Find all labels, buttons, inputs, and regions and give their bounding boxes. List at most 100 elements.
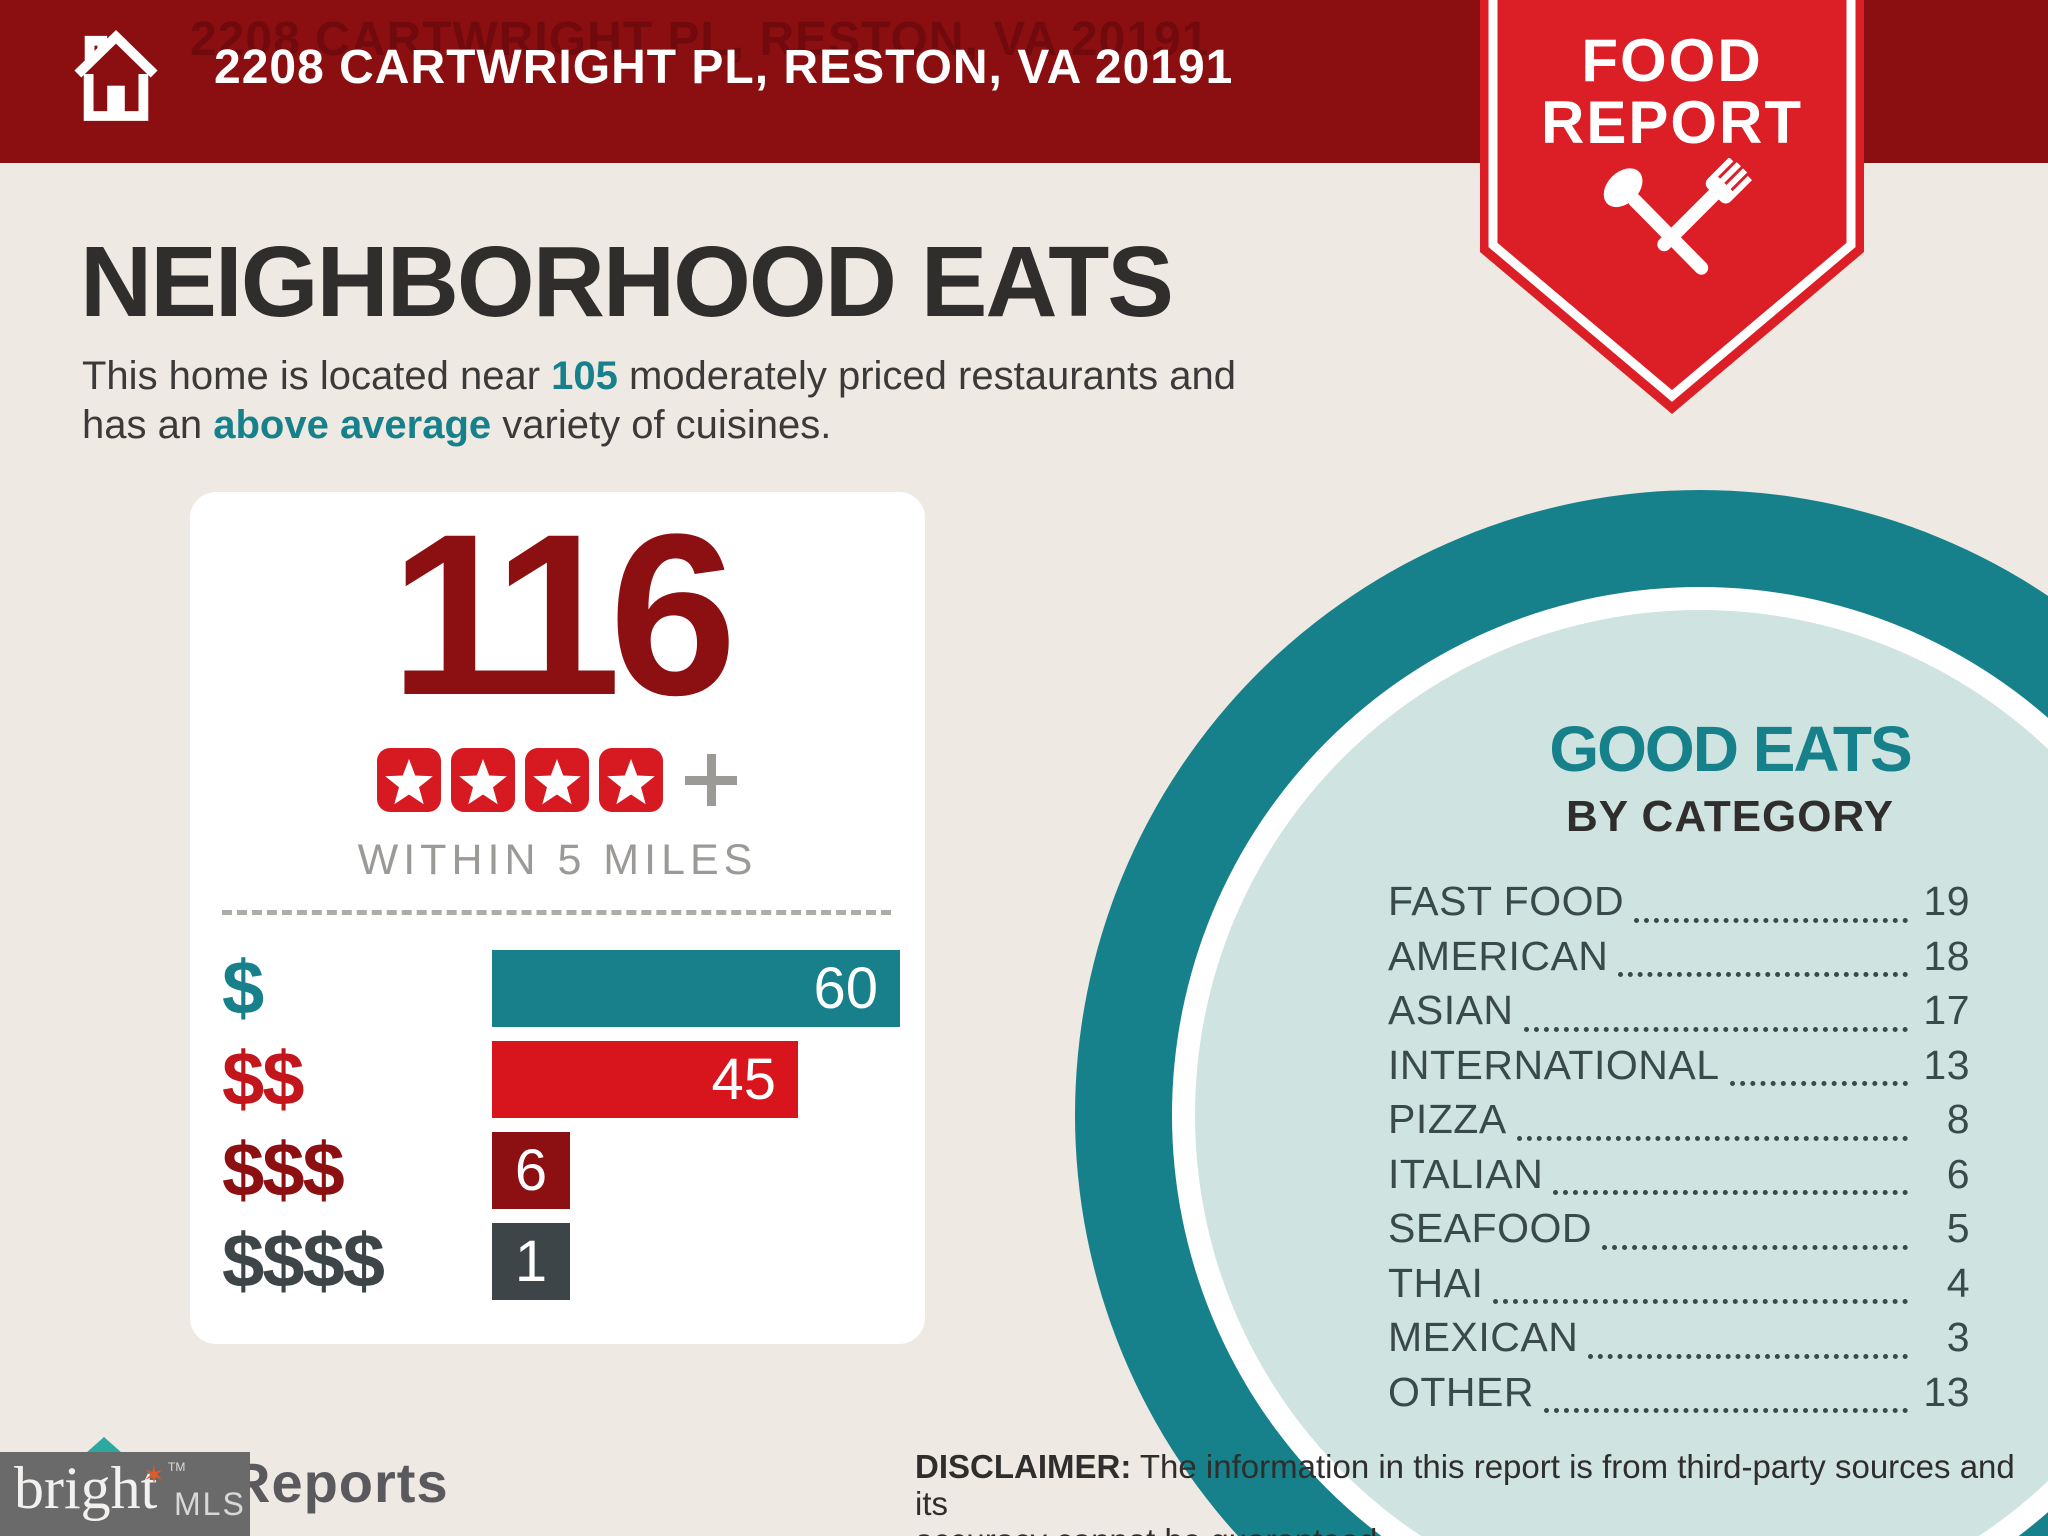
category-label: FAST FOOD xyxy=(1388,878,1625,924)
category-row: INTERNATIONAL 13 xyxy=(1388,1042,1970,1097)
category-list: FAST FOOD 19 AMERICAN 18 ASIAN 17 INTERNATIONA… xyxy=(1388,878,1970,1423)
trademark-symbol: TM xyxy=(168,1460,186,1474)
category-leader xyxy=(1553,1190,1908,1195)
price-bar-value: 6 xyxy=(514,1138,548,1203)
ring-inner-mint xyxy=(1195,610,2048,1536)
property-address: 2208 CARTWRIGHT PL, RESTON, VA 20191 xyxy=(214,41,1234,94)
category-label: PIZZA xyxy=(1388,1096,1507,1142)
price-bar-row: $60 xyxy=(222,946,925,1031)
badge-title-line1: FOOD xyxy=(1581,27,1763,94)
category-value: 5 xyxy=(1946,1205,1970,1251)
intro-copy: This home is located near 105 moderately… xyxy=(82,352,1236,450)
disclaimer-label: DISCLAIMER: xyxy=(915,1448,1132,1485)
reports-wordmark: Reports xyxy=(230,1451,449,1514)
intro-seg2: moderately priced restaurants and xyxy=(617,354,1236,398)
price-bar-value: 1 xyxy=(514,1229,548,1294)
address-ghost-artifact: 2208 CARTWRIGHT PL, RESTON, VA 20191 xyxy=(190,13,1210,66)
badge-ribbon-shape xyxy=(1480,0,1864,414)
price-bar-value: 45 xyxy=(711,1047,776,1112)
price-bar: 1 xyxy=(492,1223,570,1300)
category-value: 3 xyxy=(1946,1314,1970,1360)
intro-seg4: variety of cuisines. xyxy=(491,403,832,447)
category-label: ASIAN xyxy=(1388,987,1514,1033)
brightmls-wordmark: bright xyxy=(14,1455,158,1521)
summary-card: 116 WITHIN 5 MILES $60 $$ 45 $$$ 6 $$$$ 1 xyxy=(190,492,925,1344)
price-bars: $60 $$ 45 $$$ 6 $$$$ 1 xyxy=(222,946,925,1314)
star-icon xyxy=(598,748,663,812)
star-icon xyxy=(524,748,589,812)
home-icon xyxy=(74,29,158,121)
category-row: OTHER 13 xyxy=(1388,1369,1970,1424)
category-leader xyxy=(1516,1135,1908,1141)
category-row: FAST FOOD 19 xyxy=(1388,878,1970,933)
house-roof-icon xyxy=(86,1437,122,1453)
price-tier-label: $ xyxy=(222,946,264,1031)
spoon-fork-icon xyxy=(1603,158,1753,275)
category-value: 8 xyxy=(1946,1096,1970,1142)
price-bar: 6 xyxy=(492,1132,570,1209)
category-value: 13 xyxy=(1923,1368,1970,1415)
stars-row xyxy=(190,748,925,812)
category-leader xyxy=(1601,1244,1908,1250)
category-label: THAI xyxy=(1388,1259,1484,1306)
category-leader xyxy=(1729,1081,1908,1086)
intro-restaurant-count: 105 xyxy=(551,354,618,398)
price-bar: 45 xyxy=(492,1041,798,1118)
price-tier-label: $$ xyxy=(222,1037,305,1122)
sparkle-icon: ✶ xyxy=(143,1460,165,1490)
good-eats-title: GOOD EATS xyxy=(1549,713,1912,785)
category-row: MEXICAN 3 xyxy=(1388,1314,1970,1369)
total-restaurant-count: 116 xyxy=(389,486,737,743)
intro-highlight: above average xyxy=(213,403,492,447)
category-row: SEAFOOD 5 xyxy=(1388,1205,1970,1260)
disclaimer: DISCLAIMER: The information in this repo… xyxy=(915,1448,2035,1536)
category-row: THAI 4 xyxy=(1388,1260,1970,1315)
category-label: SEAFOOD xyxy=(1388,1205,1592,1251)
category-value: 4 xyxy=(1946,1259,1970,1306)
brightmls-logo-box: bright ✶ TM MLS xyxy=(0,1452,250,1536)
category-label: OTHER xyxy=(1388,1368,1534,1415)
good-eats-heading: GOOD EATS BY CATEGORY xyxy=(1450,712,2010,842)
category-value: 19 xyxy=(1923,878,1970,924)
disclaimer-line2: accuracy cannot be guaranteed. xyxy=(915,1522,1387,1536)
price-bar-row: $$$ 6 xyxy=(222,1128,925,1213)
star-icon xyxy=(376,748,441,812)
star-icon xyxy=(450,748,515,812)
category-value: 17 xyxy=(1923,987,1970,1033)
dashed-divider xyxy=(222,910,891,915)
page-title: NEIGHBORHOOD EATS xyxy=(80,226,1174,338)
category-row: ASIAN 17 xyxy=(1388,987,1970,1042)
badge-title-line2: REPORT xyxy=(1540,89,1804,156)
plus-icon xyxy=(684,754,737,806)
price-tier-label: $$$$ xyxy=(222,1219,385,1304)
category-label: MEXICAN xyxy=(1388,1314,1579,1360)
intro-seg1: This home is located near xyxy=(82,354,552,398)
category-row: PIZZA 8 xyxy=(1388,1096,1970,1151)
food-report-badge: FOOD REPORT xyxy=(1480,0,1864,414)
category-leader xyxy=(1588,1353,1908,1359)
category-label: INTERNATIONAL xyxy=(1388,1041,1720,1088)
category-leader xyxy=(1544,1408,1908,1413)
intro-seg3: has an xyxy=(82,403,214,447)
price-tier-label: $$$ xyxy=(222,1128,345,1213)
category-leader xyxy=(1634,917,1908,923)
category-leader xyxy=(1493,1299,1908,1304)
category-value: 18 xyxy=(1923,932,1970,979)
category-value: 6 xyxy=(1946,1150,1970,1197)
category-row: AMERICAN 18 xyxy=(1388,933,1970,988)
category-leader xyxy=(1618,972,1908,977)
category-label: AMERICAN xyxy=(1388,932,1609,979)
good-eats-subtitle: BY CATEGORY xyxy=(1565,792,1894,841)
category-value: 13 xyxy=(1923,1041,1970,1088)
category-label: ITALIAN xyxy=(1388,1150,1544,1197)
price-bar-row: $$$$ 1 xyxy=(222,1219,925,1304)
brandmls-suffix: MLS xyxy=(174,1486,246,1522)
price-bar: 60 xyxy=(492,950,900,1027)
category-row: ITALIAN 6 xyxy=(1388,1151,1970,1206)
disclaimer-line1: The information in this report is from t… xyxy=(915,1448,2015,1522)
price-bar-value: 60 xyxy=(813,956,878,1021)
category-leader xyxy=(1523,1026,1908,1032)
price-bar-row: $$ 45 xyxy=(222,1037,925,1122)
radius-label: WITHIN 5 MILES xyxy=(357,836,758,884)
